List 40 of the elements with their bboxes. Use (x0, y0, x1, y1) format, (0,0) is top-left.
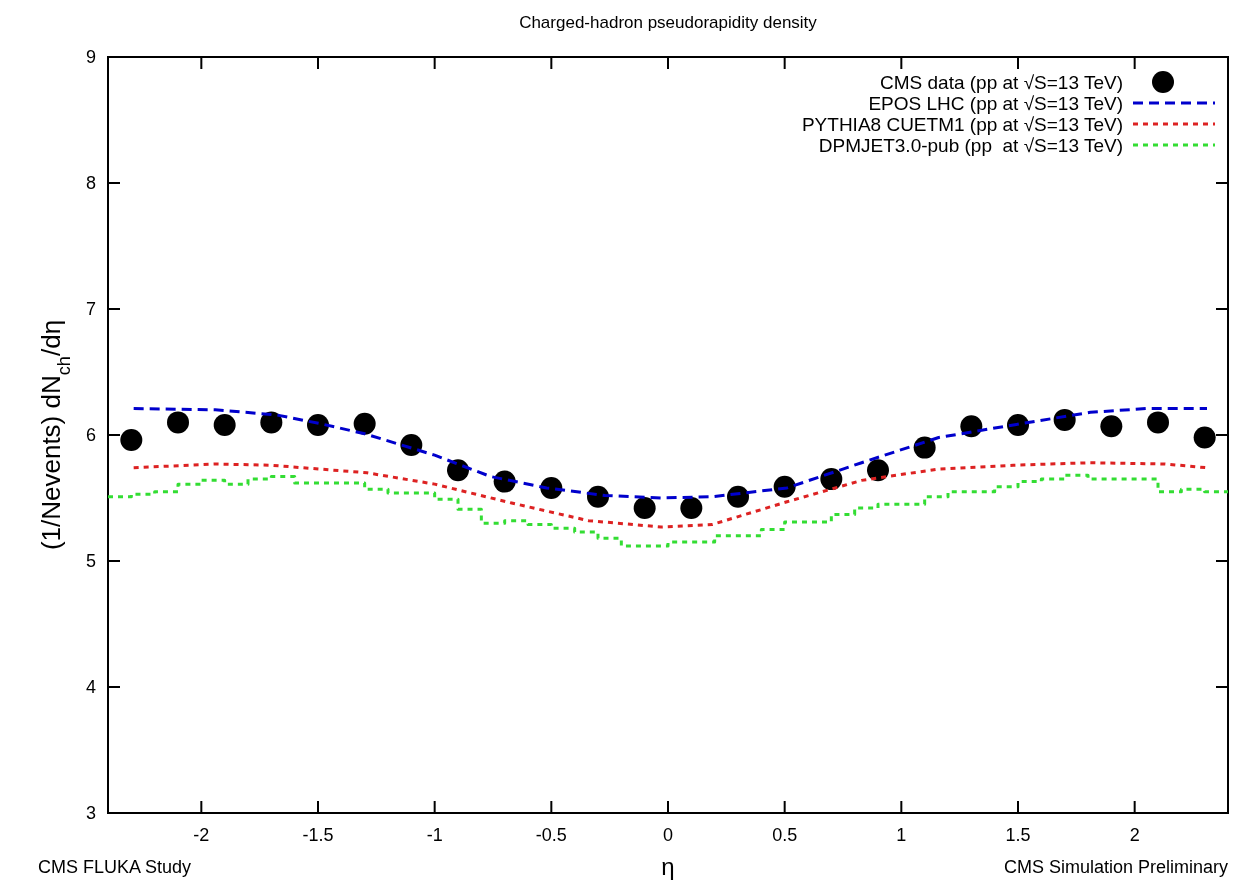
legend-label: PYTHIA8 CUETM1 (pp at √S=13 TeV) (801, 114, 1123, 135)
legend-label: DPMJET3.0-pub (pp at √S=13 TeV) (818, 135, 1123, 156)
y-tick-label: 6 (85, 425, 96, 445)
x-tick-label: -1.5 (302, 825, 334, 845)
legend-label: CMS data (pp at √S=13 TeV) (880, 72, 1123, 93)
point (260, 411, 283, 434)
point (773, 475, 796, 498)
point (120, 429, 143, 452)
y-tick-label: 9 (85, 47, 96, 67)
legend-label: EPOS LHC (pp at √S=13 TeV) (868, 93, 1123, 114)
x-axis-title: η (661, 853, 675, 880)
point (1193, 426, 1216, 449)
text: CMS FLUKA Study (38, 857, 192, 877)
point (1053, 408, 1076, 431)
text: CMS Simulation Preliminary (1003, 857, 1228, 877)
point (1147, 411, 1169, 434)
point (867, 459, 889, 482)
y-tick-label: 8 (85, 173, 96, 193)
point (1100, 415, 1123, 438)
x-tick-label: 2 (1129, 825, 1140, 845)
y-tick-label: 4 (85, 677, 96, 697)
x-tick-label: 1 (896, 825, 907, 845)
point (167, 411, 189, 434)
point (960, 415, 983, 438)
x-tick-label: -0.5 (535, 825, 567, 845)
x-tick-label: 0.5 (772, 825, 798, 845)
y-tick-label: 5 (85, 551, 96, 571)
x-tick-label: -2 (193, 825, 210, 845)
x-tick-label: 0 (662, 825, 674, 845)
point (213, 413, 236, 436)
point (633, 497, 656, 520)
point (913, 436, 936, 459)
x-tick-label: 1.5 (1005, 825, 1031, 845)
point (353, 412, 376, 435)
y-tick-label: 7 (85, 299, 96, 319)
point (727, 485, 749, 508)
point (680, 497, 703, 520)
chart-title: Charged-hadron pseudorapidity density (519, 13, 818, 32)
x-tick-label: -1 (426, 825, 443, 845)
y-tick-label: 3 (85, 803, 96, 823)
